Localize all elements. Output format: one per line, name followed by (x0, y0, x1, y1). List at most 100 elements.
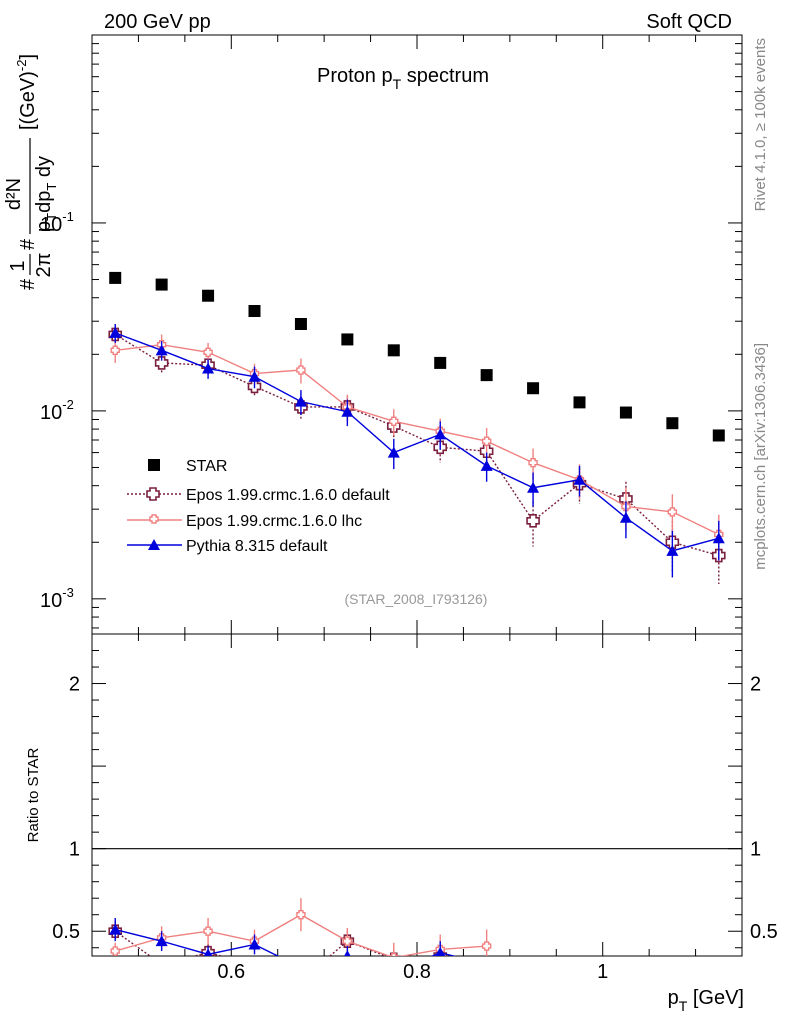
ratio-point-epos-default (481, 958, 493, 970)
legend-label-star: STAR (186, 458, 227, 475)
ratio-point-pythia (203, 948, 213, 956)
ratio-point-pythia (435, 946, 446, 956)
main-point-pythia (712, 532, 725, 544)
main-point-pythia (109, 326, 122, 338)
main-point-pythia (294, 395, 307, 407)
ratio-x-tick-label: 0.6 (217, 961, 245, 983)
main-point-star (619, 406, 632, 419)
ratio-point-epos-default (295, 975, 307, 987)
svg-text:[(GeV)-2]: [(GeV)-2] (14, 54, 39, 130)
legend: STAR Epos 1.99.crmc.1.6.0 default Epos 1… (127, 458, 390, 555)
svg-text:pTdpT dy: pTdpT dy (33, 156, 59, 232)
legend-marker-star (148, 459, 160, 471)
ratio-point-epos-lhc (389, 952, 399, 956)
main-point-star (109, 271, 122, 284)
ratio-point-epos-default (156, 958, 168, 970)
main-point-pythia (619, 511, 632, 523)
ratio-frame (91, 633, 743, 957)
main-title: Proton pT spectrum (317, 65, 489, 92)
rivet-label: Rivet 4.1.0, ≥ 100k events (752, 38, 769, 211)
ratio-y-tick-label: 2 (69, 674, 80, 696)
legend-marker-epos-lhc (149, 514, 159, 524)
main-point-pythia (155, 344, 168, 356)
main-y-axis: 10-1 10-2 10-3 (40, 34, 742, 629)
main-point-pythia (434, 428, 447, 440)
ratio-point-pythia (109, 923, 122, 935)
ratio-point-epos-lhc (481, 941, 492, 951)
main-point-star (480, 369, 493, 382)
svg-text:#: # (17, 278, 39, 290)
main-point-epos-lhc (667, 507, 678, 517)
main-point-pythia (341, 405, 354, 417)
legend-label-epos-default: Epos 1.99.crmc.1.6.0 default (186, 487, 390, 504)
ratio-y-axis-label: Ratio to STAR (25, 747, 42, 842)
main-x-axis-ticks (91, 35, 743, 634)
main-point-pythia (573, 473, 586, 485)
ratio-y-tick-label: 1 (69, 839, 80, 861)
main-point-epos-lhc (389, 416, 399, 427)
main-point-epos-default (526, 514, 540, 528)
ratio-x-axis: 0.6 0.8 1 (91, 634, 743, 983)
main-point-epos-lhc (110, 345, 120, 356)
ratio-point-pythia (388, 967, 400, 978)
main-line-epos_default (114, 333, 719, 557)
main-point-star (573, 396, 586, 409)
ratio-point-pythia (248, 938, 261, 950)
svg-text:#: # (17, 238, 39, 250)
svg-text:2π: 2π (33, 253, 55, 278)
ratio-y-tick-label-right: 1 (750, 839, 761, 861)
main-point-epos-lhc (528, 458, 538, 468)
main-point-star (155, 278, 168, 291)
main-line-pythia (114, 332, 719, 552)
main-y-tick-label: 10-2 (40, 397, 74, 424)
mcplots-label: mcplots.cern.ch [arXiv:1306.3436] (752, 343, 769, 570)
main-point-star (666, 417, 679, 430)
main-point-star (527, 382, 540, 395)
header-left: 200 GeV pp (104, 11, 211, 33)
ratio-y-tick-label-right: 0.5 (750, 921, 778, 943)
main-point-star (434, 356, 447, 369)
ratio-point-epos-lhc (296, 910, 306, 920)
main-point-epos-default (154, 356, 169, 370)
legend-marker-pythia (148, 539, 160, 550)
legend-label-pythia: Pythia 8.315 default (186, 538, 328, 555)
main-point-pythia (248, 370, 261, 382)
main-point-star (341, 333, 354, 346)
main-y-tick-label: 10-3 (40, 585, 74, 612)
ratio-y-tick-label: 0.5 (52, 921, 80, 943)
main-line-epos_lhc (115, 343, 720, 536)
main-point-star (294, 317, 307, 330)
main-point-star (248, 305, 261, 318)
ratio-point-pythia (155, 935, 168, 947)
ratio-point-epos-lhc (203, 926, 213, 936)
main-y-tick-label: 10-1 (40, 209, 74, 236)
svg-text:d²N: d²N (3, 178, 25, 210)
header-right: Soft QCD (646, 11, 732, 33)
legend-marker-epos-default (146, 487, 160, 501)
x-axis-label: pT [GeV] (668, 987, 744, 1014)
main-y-axis-label: # 1 2π # d²N pTdpT dy [(GeV)-2] (3, 54, 59, 290)
main-point-epos-lhc (296, 365, 306, 375)
main-point-pythia (387, 446, 400, 458)
main-point-epos-lhc (203, 347, 213, 357)
main-point-epos-lhc (481, 436, 492, 446)
ratio-y-tick-label-right: 2 (750, 674, 761, 696)
legend-label-epos-lhc: Epos 1.99.crmc.1.6.0 lhc (186, 513, 362, 530)
ratio-point-epos-lhc (342, 936, 353, 946)
main-point-star (202, 289, 215, 302)
ratio-plot: 0.5 0.5 1 1 2 2 0.6 0.8 1 Ratio to STAR pT [GeV… (25, 633, 778, 1014)
analysis-annotation: (STAR_2008_I793126) (345, 591, 488, 607)
ratio-y-axis: 0.5 0.5 1 1 2 2 (52, 633, 778, 949)
ratio-series (108, 898, 493, 987)
ratio-point-epos-lhc (110, 946, 120, 956)
main-series (108, 271, 726, 584)
svg-text:1: 1 (7, 260, 29, 271)
ratio-point-pythia (344, 950, 351, 956)
ratio-point-pythia (295, 962, 307, 973)
main-point-pythia (666, 544, 679, 556)
ratio-x-tick-label: 0.8 (403, 961, 431, 983)
main-plot: 10-1 10-2 10-3 Proton pT spectrum (STAR_20… (3, 34, 743, 635)
main-point-pythia (480, 459, 493, 471)
ratio-point-pythia (481, 958, 493, 969)
